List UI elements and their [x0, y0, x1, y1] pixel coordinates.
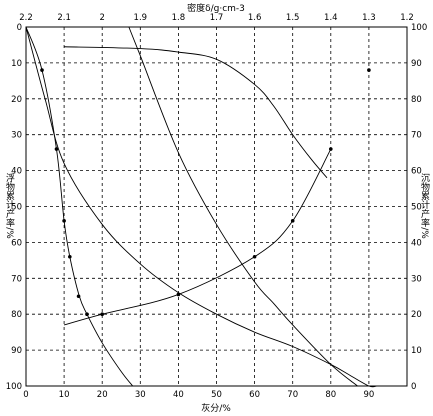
float-ash-curve [25, 26, 134, 387]
right-tick-label: 70 [411, 131, 422, 141]
left-tick-label: 60 [11, 238, 22, 248]
density-curve [128, 26, 358, 387]
bottom-tick-label: 10 [59, 390, 70, 400]
top-tick-label: 1.4 [324, 13, 338, 23]
data-point [76, 294, 81, 299]
right-tick-label: 60 [411, 167, 422, 177]
left-tick-label: 40 [11, 167, 22, 177]
bottom-axis-label: 灰分/% [201, 402, 231, 414]
bottom-tick-label: 40 [173, 390, 184, 400]
markers [40, 68, 371, 317]
left-axis-label: 浮物累计产率/% [4, 172, 15, 239]
data-point [367, 68, 371, 72]
bottom-tick-label: 90 [363, 390, 374, 400]
top-axis-ticks: 2.2 2.1 2 1.9 1.8 1.7 1.6 1.5 1.4 1.3 1.2 [19, 13, 414, 23]
bottom-tick-label: 60 [249, 390, 260, 400]
bottom-tick-label: 30 [135, 390, 146, 400]
left-tick-label: 50 [11, 203, 22, 213]
sink-ash-curve [63, 148, 332, 326]
top-tick-label: 1.9 [134, 13, 148, 23]
right-tick-label: 100 [411, 23, 427, 33]
top-axis-label: 密度δ/g·cm-3 [187, 2, 245, 14]
right-tick-label: 0 [411, 382, 416, 392]
left-tick-label: 10 [11, 59, 22, 69]
left-tick-label: 80 [11, 310, 22, 320]
right-tick-label: 80 [411, 95, 422, 105]
right-tick-label: 10 [411, 346, 422, 356]
top-tick-label: 1.8 [172, 13, 186, 23]
data-point [62, 219, 66, 223]
top-tick-label: 1.2 [400, 13, 414, 23]
top-tick-label: 1.6 [248, 13, 262, 23]
left-tick-label: 90 [11, 346, 22, 356]
data-point [40, 68, 44, 72]
elementary-ash-curve [25, 26, 377, 388]
top-tick-label: 2.2 [19, 13, 33, 23]
bottom-tick-label: 70 [287, 390, 298, 400]
density-pm01-curve [64, 46, 328, 179]
data-point [252, 254, 257, 259]
data-point [176, 292, 181, 297]
right-tick-label: 40 [411, 238, 422, 248]
top-tick-label: 2 [99, 13, 104, 23]
bottom-tick-label: 20 [97, 390, 108, 400]
right-tick-label: 50 [411, 203, 422, 213]
bottom-tick-label: 80 [325, 390, 336, 400]
data-point [68, 254, 72, 259]
right-axis-label: 沉物累计产率/% [419, 173, 430, 239]
left-tick-label: 0 [17, 23, 22, 33]
data-point [54, 147, 59, 151]
bottom-tick-label: 0 [23, 390, 28, 400]
bottom-axis-ticks: 0 10 20 30 40 50 60 70 80 90 [23, 390, 374, 400]
top-tick-label: 1.3 [362, 13, 376, 23]
data-point [290, 219, 295, 223]
data-point [100, 312, 104, 317]
left-tick-label: 20 [11, 95, 22, 105]
left-axis-ticks: 0 10 20 30 40 50 60 70 80 90 100 [6, 23, 22, 392]
top-tick-label: 1.7 [210, 13, 224, 23]
curves [25, 26, 377, 388]
left-tick-label: 100 [6, 382, 22, 392]
left-tick-label: 30 [11, 131, 22, 141]
data-point [329, 147, 333, 151]
grid [26, 27, 407, 386]
bottom-tick-label: 50 [211, 390, 222, 400]
top-tick-label: 2.1 [57, 13, 71, 23]
right-tick-label: 30 [411, 274, 422, 284]
plot-frame [25, 26, 408, 387]
top-tick-label: 1.5 [286, 13, 300, 23]
left-tick-label: 70 [11, 274, 22, 284]
data-point [85, 312, 89, 317]
right-tick-label: 20 [411, 310, 422, 320]
right-tick-label: 90 [411, 59, 422, 69]
